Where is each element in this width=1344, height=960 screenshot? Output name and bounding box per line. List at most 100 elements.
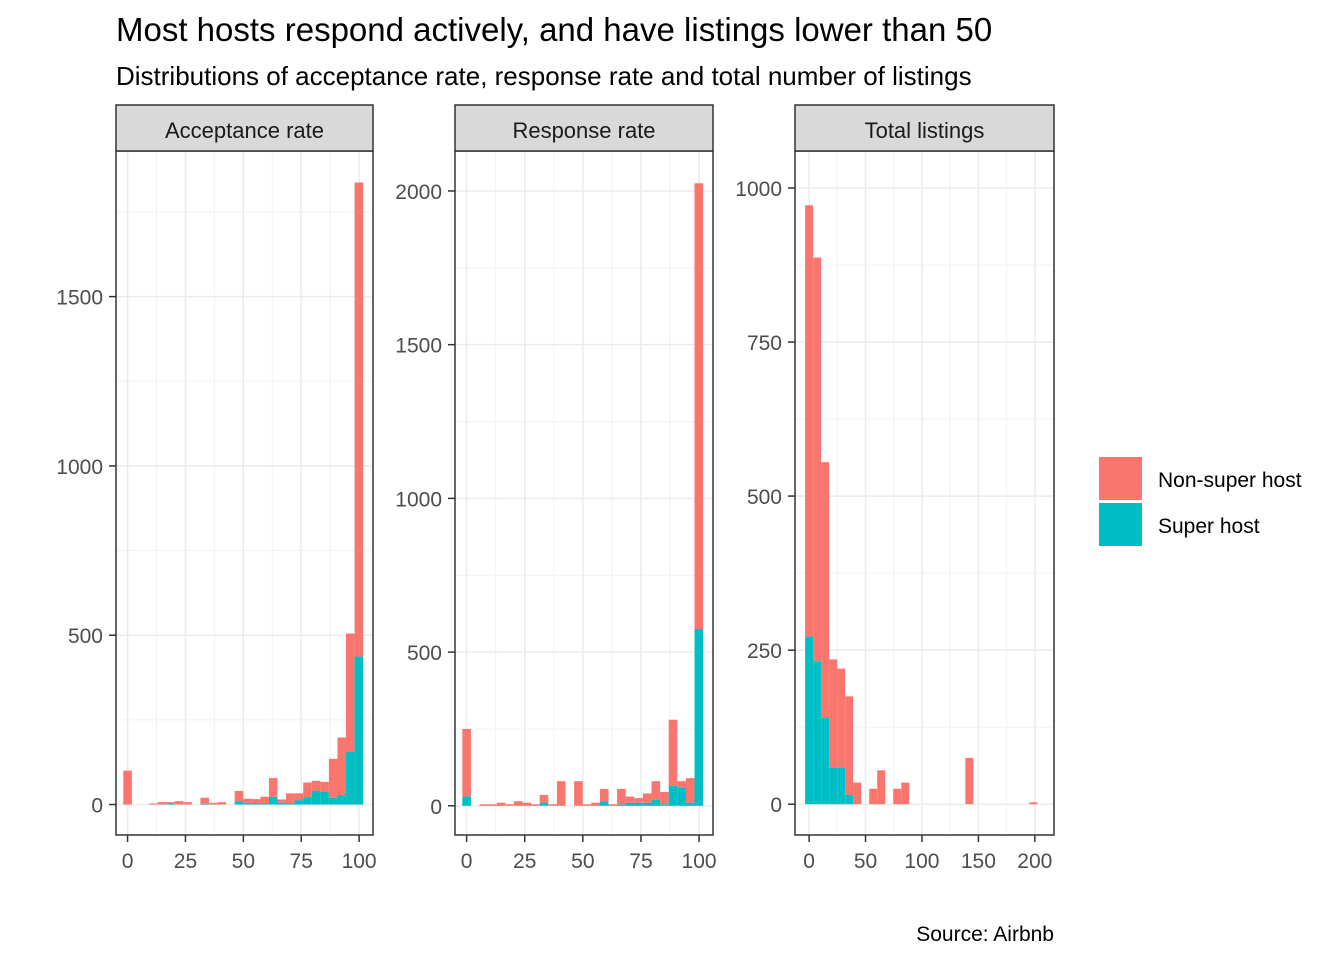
bar-super-host <box>328 797 338 805</box>
bar-super-host <box>337 795 347 805</box>
bar-super-host <box>642 802 652 806</box>
bar-non-super-host <box>805 205 814 637</box>
bar-non-super-host <box>260 796 269 804</box>
y-tick-label: 250 <box>747 640 782 663</box>
bar-non-super-host <box>642 793 652 803</box>
x-tick-label: 100 <box>904 850 939 873</box>
bar-non-super-host <box>505 804 514 806</box>
bar-super-host <box>694 629 704 806</box>
x-tick-label: 200 <box>1017 850 1052 873</box>
bar-non-super-host <box>286 793 295 804</box>
bar-super-host <box>260 803 269 805</box>
bar-super-host <box>234 801 244 805</box>
bar-non-super-host <box>901 782 910 805</box>
bar-non-super-host <box>599 788 609 802</box>
bar-non-super-host <box>893 788 902 805</box>
x-tick-label: 150 <box>961 850 996 873</box>
bar-super-host <box>243 802 252 805</box>
bar-non-super-host <box>337 737 347 796</box>
y-tick-label: 1000 <box>56 456 103 479</box>
bar-super-host <box>805 636 814 805</box>
bar-non-super-host <box>531 804 540 806</box>
bar-non-super-host <box>845 696 854 795</box>
caption: Source: Airbnb <box>916 923 1054 946</box>
bar-non-super-host <box>651 781 661 800</box>
bar-non-super-host <box>548 804 557 806</box>
bar-super-host <box>677 787 686 806</box>
bar-super-host <box>286 803 295 805</box>
y-tick-label: 1000 <box>395 488 442 511</box>
bar-super-host <box>634 802 643 806</box>
y-tick-label: 1500 <box>395 335 442 358</box>
bar-non-super-host <box>877 770 886 805</box>
bar-non-super-host <box>148 803 158 805</box>
bar-non-super-host <box>174 801 184 805</box>
bar-super-host <box>625 802 635 806</box>
bar-super-host <box>829 767 838 805</box>
x-tick-label: 0 <box>803 850 815 873</box>
bar-non-super-host <box>496 802 506 806</box>
panel-total-listings: Total listings 0 50 100 150 200 0 250 500 750 1000 <box>735 104 1055 873</box>
bar-super-host <box>599 801 609 806</box>
bar-super-host <box>685 802 695 806</box>
bar-non-super-host <box>251 799 261 804</box>
bar-non-super-host <box>965 757 974 805</box>
bar-non-super-host <box>591 802 600 806</box>
bar-super-host <box>539 802 549 806</box>
bar-super-host <box>251 803 261 805</box>
bar-super-host <box>651 799 661 806</box>
bar-non-super-host <box>328 758 338 798</box>
bar-super-host <box>311 790 321 805</box>
bar-super-host <box>346 752 355 805</box>
bar-non-super-host <box>694 183 704 630</box>
y-tick-label: 500 <box>747 486 782 509</box>
x-tick-label: 100 <box>342 850 377 873</box>
bar-non-super-host <box>634 798 643 803</box>
bar-super-host <box>617 804 626 806</box>
bar-super-host <box>200 803 209 805</box>
bar-non-super-host <box>311 780 321 791</box>
bar-non-super-host <box>208 802 218 805</box>
y-tick-label: 750 <box>747 332 782 355</box>
facet-strip-label: Response rate <box>512 118 655 143</box>
bar-non-super-host <box>685 778 695 803</box>
bar-super-host <box>294 800 304 805</box>
bar-non-super-host <box>522 802 532 806</box>
bar-super-host <box>268 796 278 805</box>
y-tick-label: 500 <box>407 642 442 665</box>
x-tick-label: 25 <box>174 850 197 873</box>
bar-non-super-host <box>303 782 312 798</box>
bar-non-super-host <box>829 659 838 768</box>
facet-strip <box>454 104 714 152</box>
y-tick-label: 0 <box>91 795 103 818</box>
facet-strip <box>115 104 374 152</box>
legend-key-non-super-host <box>1099 457 1142 500</box>
bar-non-super-host <box>513 801 523 806</box>
bar-non-super-host <box>660 791 669 805</box>
bar-super-host <box>462 796 471 806</box>
x-tick-label: 0 <box>461 850 473 873</box>
bar-non-super-host <box>617 788 626 805</box>
bar-non-super-host <box>869 788 878 805</box>
bar-non-super-host <box>625 796 635 803</box>
panel-background <box>116 151 373 835</box>
x-tick-label: 0 <box>122 850 134 873</box>
legend: Non-super host Super host <box>1099 457 1302 546</box>
bar-non-super-host <box>277 799 287 803</box>
y-tick-label: 0 <box>770 794 782 817</box>
bar-non-super-host <box>539 795 549 803</box>
facet-strip-label: Acceptance rate <box>165 118 324 143</box>
bar-non-super-host <box>582 804 592 806</box>
y-tick-label: 1000 <box>735 178 782 201</box>
bar-non-super-host <box>574 781 583 806</box>
x-tick-label: 50 <box>854 850 877 873</box>
bar-super-host <box>821 717 830 805</box>
bar-super-host <box>668 785 678 806</box>
bar-non-super-host <box>346 633 355 753</box>
x-tick-label: 50 <box>232 850 255 873</box>
x-tick-label: 50 <box>571 850 594 873</box>
bar-non-super-host <box>608 804 618 806</box>
